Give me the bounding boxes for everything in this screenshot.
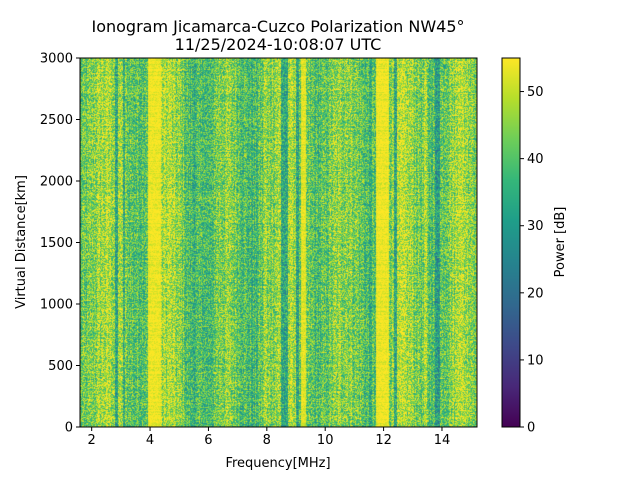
y-axis-label: Virtual Distance[km] [14,175,29,309]
colorbar-tick-label: 50 [527,85,544,100]
colorbar-ticks: 0 10 20 30 40 50 [520,85,544,436]
chart-title: Ionogram Jicamarca-Cuzco Polarization NW… [91,17,464,36]
y-tick-label: 2500 [40,113,73,128]
colorbar-label: Power [dB] [553,207,568,278]
x-tick-label: 10 [317,433,334,448]
y-tick-label: 0 [65,421,73,436]
colorbar-tick-label: 20 [527,286,544,301]
y-tick-label: 1500 [40,236,73,251]
y-axis-ticks: 0 500 1000 1500 2000 2500 3000 [40,52,80,436]
y-tick-label: 1000 [40,298,73,313]
x-tick-label: 8 [263,433,271,448]
x-axis-ticks: 2 4 6 8 10 12 14 [88,427,451,448]
colorbar-tick-label: 40 [527,152,544,167]
colorbar-tick-label: 10 [527,353,544,368]
chart-subtitle: 11/25/2024-10:08:07 UTC [175,35,382,54]
colorbar [501,57,521,428]
y-tick-label: 500 [48,359,73,374]
y-tick-label: 2000 [40,175,73,190]
x-tick-label: 2 [88,433,96,448]
x-tick-label: 14 [434,433,451,448]
heatmap-canvas-holder [80,58,477,427]
heatmap-image [80,58,477,427]
colorbar-tick-label: 0 [527,421,535,436]
x-tick-label: 6 [204,433,212,448]
y-tick-label: 3000 [40,52,73,67]
x-axis-label: Frequency[MHz] [225,456,330,471]
x-tick-label: 4 [146,433,154,448]
x-tick-label: 12 [375,433,392,448]
colorbar-tick-label: 30 [527,219,544,234]
